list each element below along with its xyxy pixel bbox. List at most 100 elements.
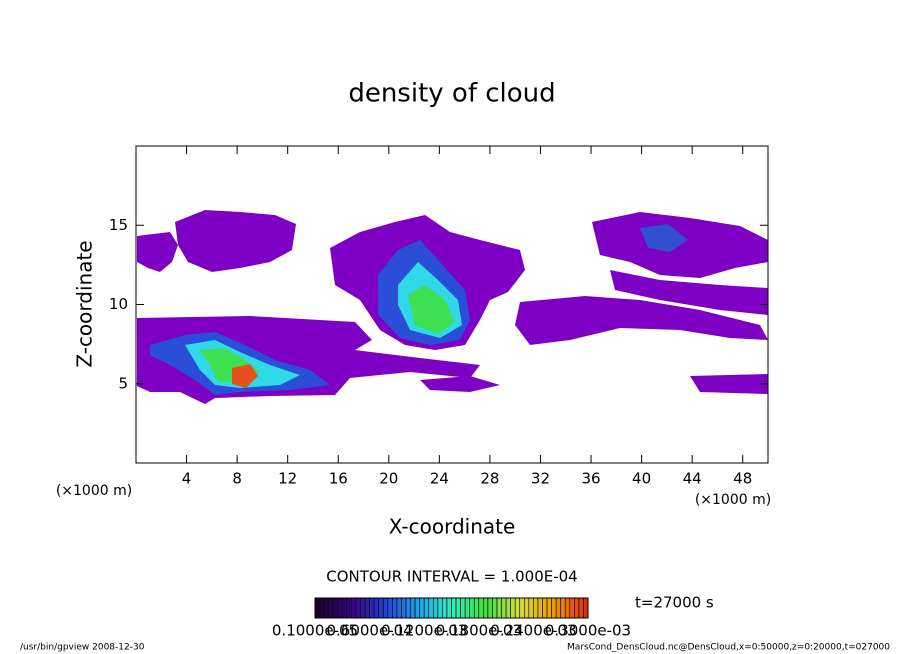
- x-tick-label: 28: [480, 470, 499, 488]
- colorbar-cell: [510, 597, 516, 619]
- y-axis-label: Z-coordinate: [73, 240, 97, 367]
- colorbar-cell: [469, 597, 475, 619]
- colorbar-cell: [314, 597, 320, 619]
- colorbar-cell: [537, 597, 543, 619]
- colorbar-cell: [414, 597, 420, 619]
- cloud-region: [175, 210, 296, 272]
- colorbar-cell: [341, 597, 348, 619]
- colorbar-cell: [419, 597, 425, 619]
- colorbar-label: 0.1000e-05: [272, 622, 358, 640]
- cloud-region: [610, 270, 768, 315]
- colorbar-label: 0.3000e-03: [545, 622, 631, 640]
- x-axis-label: X-coordinate: [389, 515, 516, 539]
- colorbar-cell: [451, 597, 457, 619]
- colorbar-label: 0.1200e-03: [381, 622, 467, 640]
- colorbar-label: 0.6000e-04: [326, 622, 412, 640]
- colorbar-cell: [337, 597, 343, 619]
- cloud-field: [137, 210, 768, 404]
- y-tick-label: 15: [109, 216, 128, 234]
- cloud-region: [515, 296, 768, 345]
- colorbar: 0.1000e-050.6000e-040.1200e-030.1800e-03…: [272, 597, 631, 640]
- x-tick-label: 16: [329, 470, 348, 488]
- colorbar-cell: [478, 597, 484, 619]
- colorbar-cell: [460, 597, 466, 619]
- colorbar-cell: [442, 597, 448, 619]
- x-tick-label: 20: [379, 470, 398, 488]
- time-label: t=27000 s: [635, 594, 714, 612]
- colorbar-cell: [560, 597, 566, 619]
- colorbar-cell: [496, 597, 502, 619]
- colorbar-cell: [483, 597, 489, 619]
- x-unit: (×1000 m): [695, 492, 771, 508]
- x-tick-label: 44: [683, 470, 702, 488]
- x-tick-label: 24: [430, 470, 449, 488]
- colorbar-cell: [505, 597, 511, 619]
- colorbar-cell: [569, 597, 575, 619]
- colorbar-cell: [360, 597, 366, 619]
- colorbar-cell: [319, 597, 325, 619]
- colorbar-cell: [405, 597, 411, 619]
- cloud-region: [690, 374, 768, 394]
- colorbar-cell: [523, 597, 530, 619]
- colorbar-cell: [332, 597, 339, 619]
- x-tick-label: 40: [632, 470, 651, 488]
- colorbar-cell: [423, 597, 430, 619]
- colorbar-cell: [464, 597, 470, 619]
- y-tick-label: 5: [118, 374, 128, 392]
- contour-interval: CONTOUR INTERVAL = 1.000E-04: [326, 568, 577, 586]
- x-tick-label: 12: [278, 470, 297, 488]
- cloud-core: [232, 364, 258, 388]
- colorbar-cell: [583, 597, 589, 619]
- y-tick-label: 10: [109, 295, 128, 313]
- footer-left: /usr/bin/gpview 2008-12-30: [20, 643, 145, 653]
- colorbar-cell: [387, 597, 393, 619]
- cloud-core: [408, 285, 455, 334]
- colorbar-frame: [314, 597, 589, 619]
- cloud-region: [420, 376, 500, 392]
- x-tick-label: 4: [182, 470, 192, 488]
- cloud-region: [137, 232, 178, 272]
- colorbar-cell: [382, 597, 389, 619]
- colorbar-cell: [392, 597, 398, 619]
- colorbar-cell: [446, 597, 452, 619]
- colorbar-cell: [574, 597, 580, 619]
- colorbar-cell: [351, 597, 357, 619]
- colorbar-cell: [501, 597, 507, 619]
- colorbar-cell: [364, 597, 370, 619]
- colorbar-cell: [396, 597, 402, 619]
- colorbar-cell: [401, 597, 407, 619]
- colorbar-cell: [410, 597, 416, 619]
- colorbar-cell: [323, 597, 329, 619]
- colorbar-cell: [369, 597, 375, 619]
- colorbar-cell: [455, 597, 461, 619]
- colorbar-cell: [487, 597, 493, 619]
- colorbar-cell: [533, 597, 539, 619]
- colorbar-cell: [428, 597, 434, 619]
- colorbar-cell: [373, 597, 379, 619]
- colorbar-cell: [519, 597, 525, 619]
- colorbar-label: 0.2400e-03: [490, 622, 576, 640]
- colorbar-cell: [578, 597, 584, 619]
- colorbar-cell: [492, 597, 498, 619]
- colorbar-cell: [542, 597, 548, 619]
- x-tick-label: 36: [581, 470, 600, 488]
- colorbar-cell: [378, 597, 384, 619]
- x-tick-label: 8: [232, 470, 242, 488]
- colorbar-cell: [546, 597, 552, 619]
- cloud-core: [640, 224, 688, 252]
- colorbar-cell: [528, 597, 534, 619]
- colorbar-cell: [355, 597, 361, 619]
- colorbar-label: 0.1800e-03: [436, 622, 522, 640]
- colorbar-cell: [437, 597, 443, 619]
- colorbar-cell: [555, 597, 562, 619]
- footer-right: MarsCond_DensCloud.nc@DensCloud,x=0:5000…: [567, 643, 890, 653]
- colorbar-cell: [328, 597, 334, 619]
- colorbar-cell: [346, 597, 352, 619]
- x-tick-label: 48: [733, 470, 752, 488]
- colorbar-cell: [514, 597, 521, 619]
- colorbar-cell: [473, 597, 480, 619]
- x-unit: (×1000 m): [56, 483, 132, 499]
- colorbar-cell: [564, 597, 571, 619]
- colorbar-cell: [432, 597, 439, 619]
